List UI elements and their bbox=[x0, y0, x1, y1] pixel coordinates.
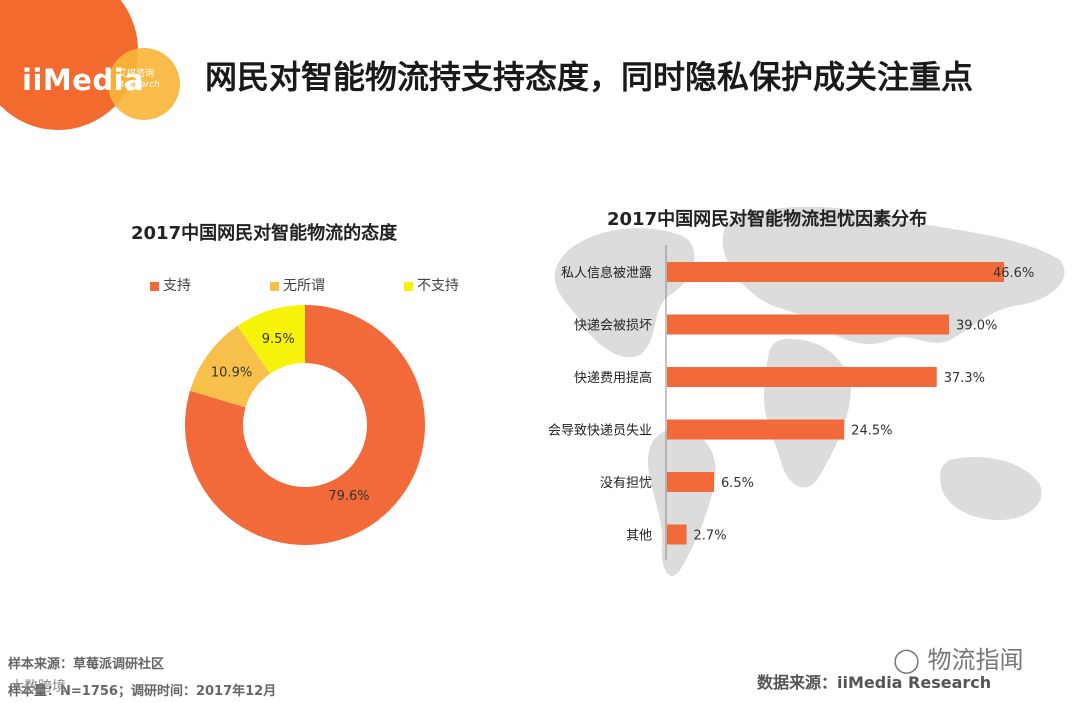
bar-5 bbox=[667, 524, 687, 545]
pie-chart-title: 2017中国网民对智能物流的态度 bbox=[131, 223, 398, 244]
bar-chart: 私人信息被泄露 46.6% 快递会被损坏 39.0% 快递费用提高 37.3% 会导致快递员… bbox=[548, 245, 1034, 560]
watermark: ◯ 物流指闻 bbox=[893, 640, 1024, 675]
bar-3 bbox=[667, 419, 845, 440]
data-source: 数据来源：iiMedia Research bbox=[757, 673, 992, 692]
watermark-text: 物流指闻 bbox=[927, 646, 1024, 674]
bar-value-label-3: 24.5% bbox=[851, 424, 892, 439]
legend-item-indifferent: 无所谓 bbox=[270, 275, 325, 295]
bar-category-label-1: 快递会被损坏 bbox=[574, 319, 652, 334]
bar-category-label-2: 快递费用提高 bbox=[574, 370, 652, 386]
bar-category-label-0: 私人信息被泄露 bbox=[561, 265, 652, 281]
logo-subtext: 艾媒咨询 Research bbox=[118, 69, 178, 91]
logo-text: iiMedia bbox=[22, 63, 145, 97]
logo-sub-cn: 艾媒咨询 bbox=[118, 69, 155, 79]
bar-value-label-0: 46.6% bbox=[993, 266, 1034, 281]
legend-label-indifferent: 无所谓 bbox=[283, 278, 325, 294]
bar-category-label-3: 会导致快递员失业 bbox=[548, 424, 652, 439]
watermark-secondary: 大数跨境 bbox=[10, 679, 66, 695]
legend-label-support: 支持 bbox=[163, 278, 191, 294]
pie-label-support: 79.6% bbox=[328, 489, 369, 504]
bar-value-label-5: 2.7% bbox=[694, 529, 727, 544]
bar-4 bbox=[667, 472, 715, 492]
pie-slice-support bbox=[185, 305, 425, 545]
sample-source: 样本来源：草莓派调研社区 bbox=[8, 657, 165, 672]
bar-1 bbox=[667, 314, 950, 335]
legend-swatch-oppose bbox=[404, 281, 413, 291]
legend-swatch-indifferent bbox=[270, 281, 279, 291]
logo-sub-en: Research bbox=[118, 80, 160, 90]
bar-value-label-4: 6.5% bbox=[721, 476, 754, 491]
pie-slice-indifferent bbox=[189, 325, 271, 408]
pie-label-indifferent: 10.9% bbox=[211, 365, 252, 380]
bar-chart-title: 2017中国网民对智能物流担忧因素分布 bbox=[607, 209, 928, 230]
wechat-icon: ◯ bbox=[893, 646, 920, 674]
legend-swatch-support bbox=[150, 281, 159, 291]
bar-value-label-2: 37.3% bbox=[944, 371, 985, 386]
logo-circle-small bbox=[108, 48, 180, 120]
legend-item-support: 支持 bbox=[150, 275, 191, 295]
donut-chart: 79.6% 10.9% 9.5% bbox=[185, 305, 425, 545]
sample-size: 样本量：N=1756；调研时间：2017年12月 bbox=[8, 684, 277, 699]
legend-item-oppose: 不支持 bbox=[404, 275, 459, 295]
page-title: 网民对智能物流持支持态度，同时隐私保护成关注重点 bbox=[205, 58, 974, 96]
bar-category-label-5: 其他 bbox=[626, 529, 652, 544]
legend-label-oppose: 不支持 bbox=[417, 278, 459, 294]
bar-category-label-4: 没有担忧 bbox=[600, 476, 652, 491]
bar-2 bbox=[667, 367, 937, 387]
bar-value-label-1: 39.0% bbox=[956, 319, 997, 334]
logo: iiMedia 艾媒咨询 Research bbox=[0, 0, 190, 150]
pie-slice-oppose bbox=[237, 305, 305, 374]
bar-0 bbox=[667, 262, 1004, 282]
pie-label-oppose: 9.5% bbox=[262, 332, 295, 347]
